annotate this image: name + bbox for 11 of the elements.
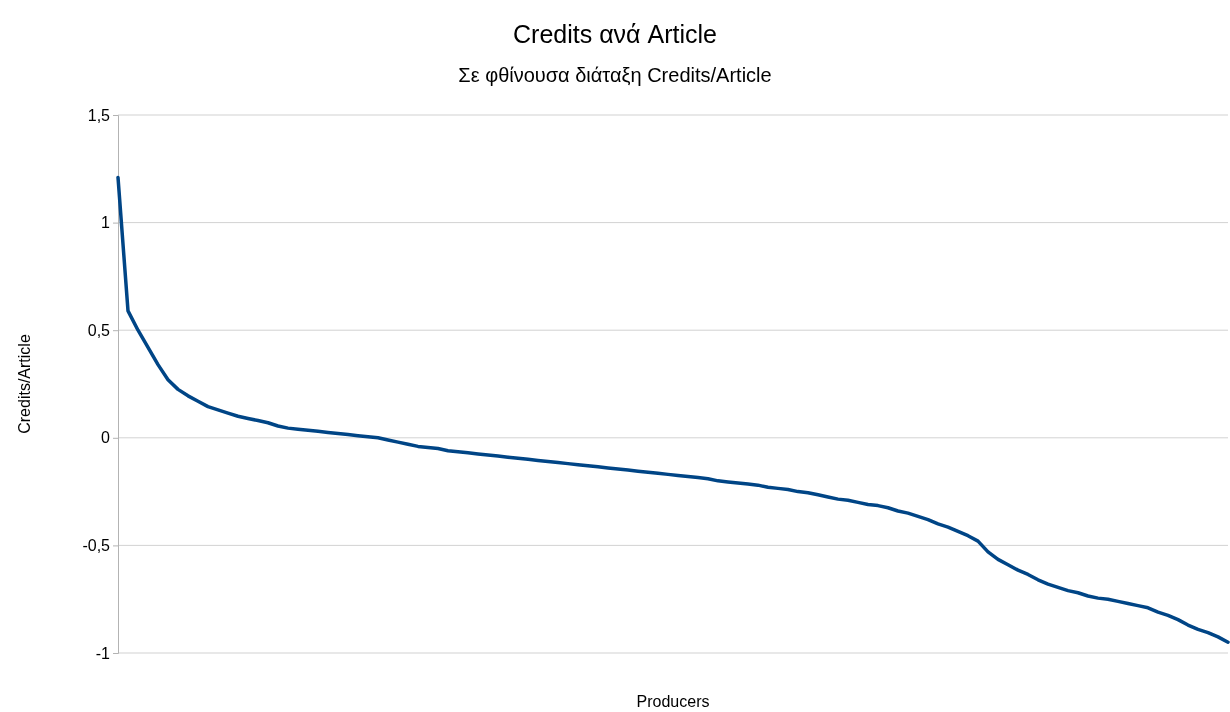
x-axis-title: Producers: [636, 693, 710, 710]
y-tick-label: 0,5: [87, 321, 111, 339]
y-tick-label: -1: [95, 644, 111, 662]
y-tick-label: 0: [101, 429, 111, 447]
y-tick-label: -0,5: [82, 537, 111, 555]
line-series: [116, 175, 1230, 644]
y-axis-title: Credits/Article: [16, 334, 33, 434]
y-tick-label: 1: [101, 214, 111, 232]
y-tick-label: 1,5: [87, 106, 111, 124]
chart-title: Credits ανά Article: [513, 20, 717, 48]
chart-subtitle: Σε φθίνουσα διάταξη Credits/Article: [458, 64, 772, 86]
